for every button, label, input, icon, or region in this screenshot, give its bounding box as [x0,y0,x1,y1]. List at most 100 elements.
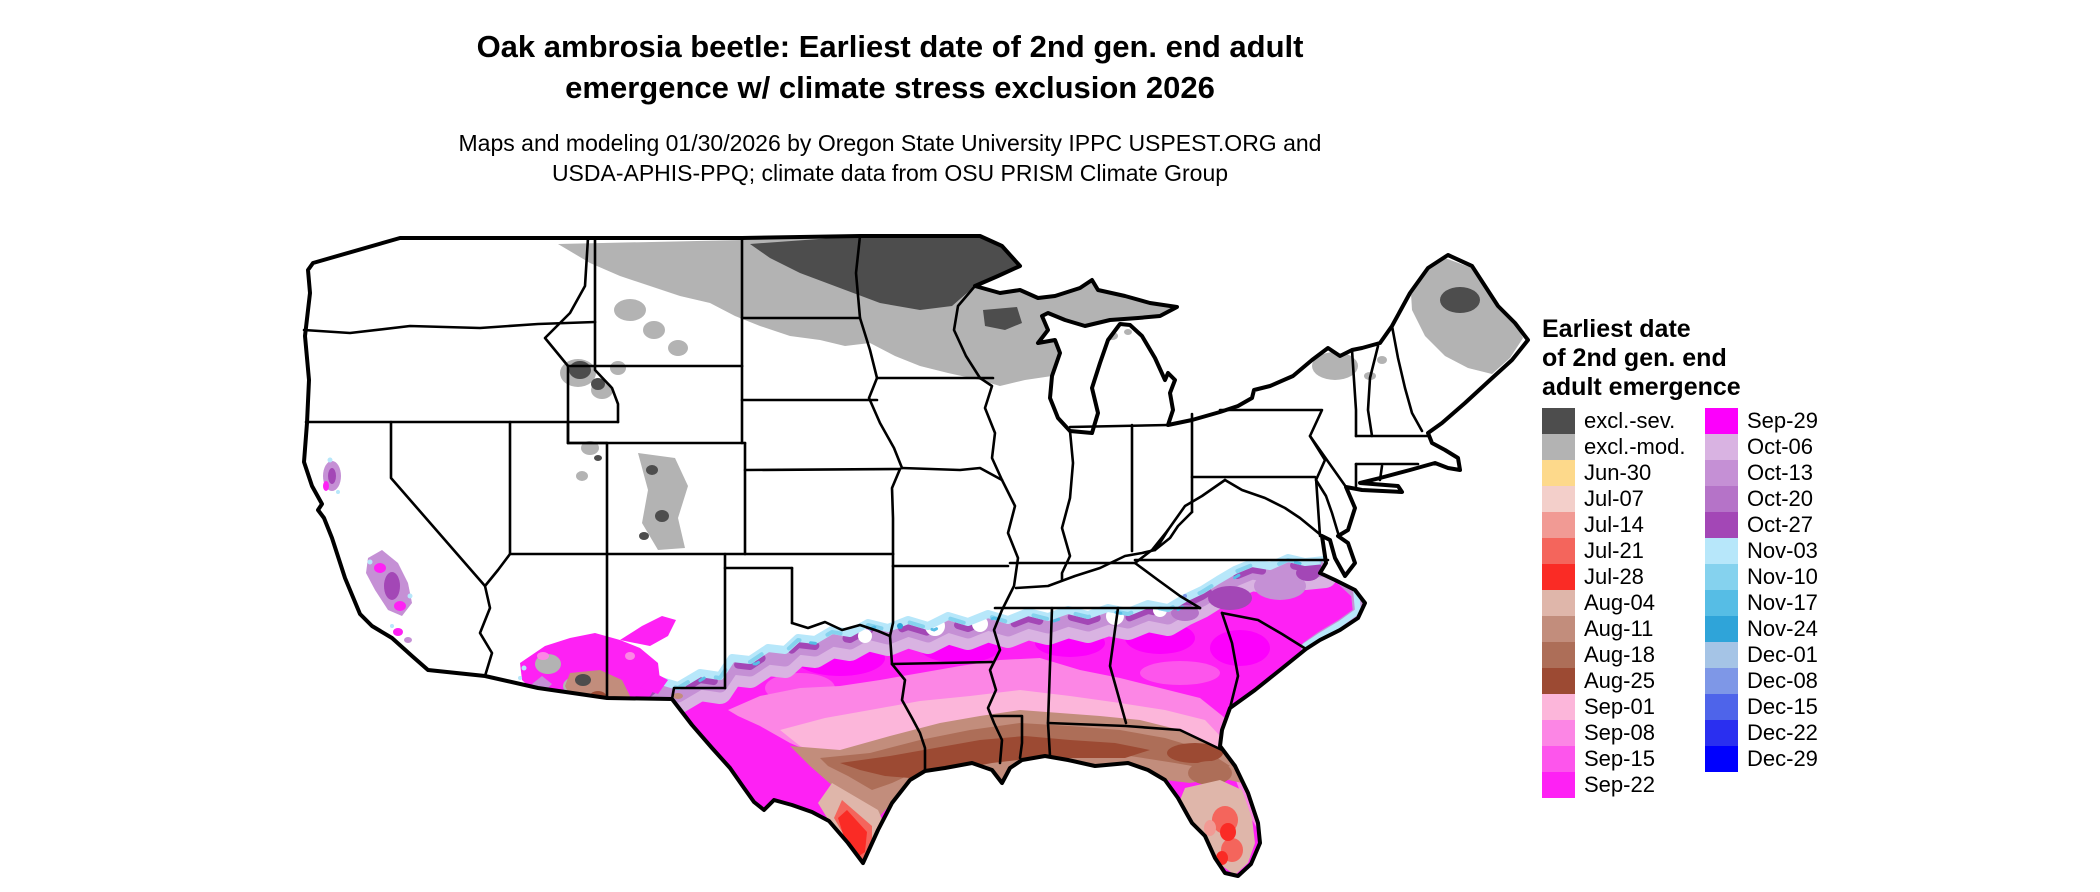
map-region-exclusion-severe [569,236,1480,540]
legend-swatch [1542,772,1575,798]
map-legend: Earliest date of 2nd gen. end adult emer… [1542,315,1882,798]
legend-swatch [1542,616,1575,642]
legend-swatch [1705,564,1738,590]
legend-label: Aug-11 [1584,616,1654,641]
map-title: Oak ambrosia beetle: Earliest date of 2n… [0,26,1780,108]
legend-swatch [1542,486,1575,512]
legend-swatch [1705,668,1738,694]
legend-label: excl.-mod. [1584,434,1686,459]
map-region-florida [1180,780,1255,875]
legend-swatch [1542,408,1575,434]
legend-entry: Aug-11 [1542,616,1685,642]
legend-label: Jun-30 [1584,460,1652,485]
legend-swatch [1705,486,1738,512]
legend-swatch [1542,512,1575,538]
legend-entry: Aug-04 [1542,590,1685,616]
legend-entry: Jul-07 [1542,486,1685,512]
us-choropleth-map [280,218,1535,880]
map-title-line1: Oak ambrosia beetle: Earliest date of 2n… [476,29,1304,64]
legend-entry: Nov-17 [1705,590,1818,616]
legend-title-line3: adult emergence [1542,373,1741,401]
map-region-florida-keys [1197,873,1228,876]
legend-label: Jul-07 [1584,486,1644,511]
legend-swatch [1542,668,1575,694]
legend-entry: Nov-10 [1705,564,1818,590]
legend-label: Sep-15 [1584,746,1655,771]
legend-title-line1: Earliest date [1542,315,1691,343]
legend-entry: Nov-03 [1705,538,1818,564]
legend-swatch [1542,694,1575,720]
legend-label: Aug-25 [1584,668,1655,693]
legend-entry: Sep-29 [1705,408,1818,434]
legend-label: Dec-22 [1747,720,1818,745]
legend-swatch [1542,564,1575,590]
map-subtitle: Maps and modeling 01/30/2026 by Oregon S… [0,128,1780,188]
legend-label: Sep-01 [1584,694,1655,719]
legend-entry: excl.-mod. [1542,434,1685,460]
legend-entry: Sep-01 [1542,694,1685,720]
legend-label: Nov-03 [1747,538,1818,563]
legend-label: Jul-14 [1584,512,1644,537]
legend-swatch [1542,590,1575,616]
legend-label: Aug-18 [1584,642,1655,667]
legend-label: Dec-01 [1747,642,1818,667]
map-title-line2: emergence w/ climate stress exclusion 20… [565,70,1215,105]
legend-swatch [1705,460,1738,486]
legend-label: Aug-04 [1584,590,1655,615]
legend-label: Dec-08 [1747,668,1818,693]
legend-swatch [1542,642,1575,668]
map-subtitle-line2: USDA-APHIS-PPQ; climate data from OSU PR… [551,160,1229,186]
legend-column-2: Sep-29 Oct-06 Oct-13 Oct-20 Oct-27 Nov-0… [1705,408,1818,772]
legend-entry: Dec-29 [1705,746,1818,772]
legend-entry: Jul-14 [1542,512,1685,538]
legend-swatch [1705,512,1738,538]
legend-entry: Dec-15 [1705,694,1818,720]
legend-label: Sep-29 [1747,408,1818,433]
legend-entry: Jul-28 [1542,564,1685,590]
legend-label: Nov-17 [1747,590,1818,615]
legend-entry: Dec-08 [1705,668,1818,694]
legend-entry: Aug-18 [1542,642,1685,668]
legend-swatch [1705,408,1738,434]
legend-swatch [1705,720,1738,746]
legend-label: Nov-24 [1747,616,1818,641]
legend-swatch [1542,434,1575,460]
legend-entry: Oct-06 [1705,434,1818,460]
legend-entry: Dec-01 [1705,642,1818,668]
legend-label: Oct-20 [1747,486,1814,511]
legend-label: Oct-27 [1747,512,1814,537]
legend-entry: Jun-30 [1542,460,1685,486]
legend-entry: Dec-22 [1705,720,1818,746]
legend-entry: excl.-sev. [1542,408,1685,434]
legend-label: Dec-15 [1747,694,1818,719]
legend-entry: Jul-21 [1542,538,1685,564]
legend-label: Nov-10 [1747,564,1818,589]
legend-swatch [1542,538,1575,564]
legend-swatch [1705,590,1738,616]
legend-swatch [1705,694,1738,720]
legend-title-line2: of 2nd gen. end [1542,344,1727,372]
legend-swatch [1542,720,1575,746]
legend-swatch [1705,434,1738,460]
legend-swatch [1705,642,1738,668]
legend-entry: Nov-24 [1705,616,1818,642]
map-subtitle-line1: Maps and modeling 01/30/2026 by Oregon S… [458,130,1322,156]
legend-label: Sep-22 [1584,772,1655,797]
map-state-borders [302,234,1430,773]
legend-entry: Sep-15 [1542,746,1685,772]
legend-column-1: excl.-sev. excl.-mod. Jun-30 Jul-07 Jul-… [1542,408,1685,798]
legend-entry: Oct-27 [1705,512,1818,538]
legend-label: Jul-21 [1584,538,1644,563]
legend-entry: Aug-25 [1542,668,1685,694]
legend-swatch [1542,460,1575,486]
legend-swatch [1705,746,1738,772]
legend-entry: Sep-08 [1542,720,1685,746]
legend-entry: Oct-13 [1705,460,1818,486]
legend-label: excl.-sev. [1584,408,1676,433]
legend-label: Sep-08 [1584,720,1655,745]
map-region-california [323,457,413,643]
legend-label: Jul-28 [1584,564,1644,589]
legend-entry: Oct-20 [1705,486,1818,512]
legend-label: Dec-29 [1747,746,1818,771]
